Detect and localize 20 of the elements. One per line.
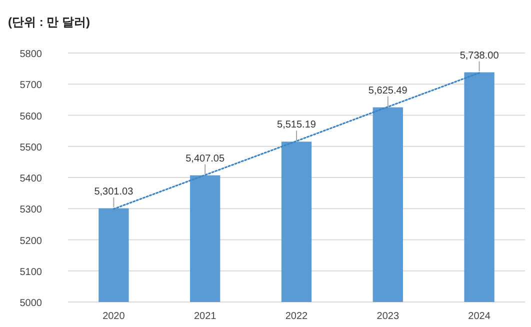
- y-tick-label: 5600: [20, 111, 42, 122]
- y-tick-label: 5500: [20, 142, 42, 154]
- y-tick-label: 5800: [20, 49, 42, 60]
- x-tick-label: 2022: [285, 311, 308, 322]
- y-tick-label: 5700: [20, 80, 42, 92]
- x-tick-label: 2023: [376, 311, 400, 322]
- x-tick-label: 2024: [468, 311, 491, 322]
- chart-title: (단위 : 만 달러): [8, 15, 90, 29]
- data-label: 5,738.00: [460, 50, 500, 62]
- x-tick-label: 2020: [102, 311, 126, 322]
- data-label: 5,407.05: [186, 153, 225, 164]
- y-tick-label: 5200: [20, 236, 42, 247]
- data-label: 5,625.49: [368, 85, 408, 96]
- y-tick-label: 5400: [20, 174, 42, 184]
- x-tick-label: 2021: [194, 311, 217, 322]
- data-label: 5,515.19: [277, 120, 316, 131]
- data-label: 5,301.03: [94, 186, 134, 198]
- y-tick-label: 5300: [20, 204, 42, 216]
- y-tick-label: 5000: [20, 298, 42, 309]
- y-tick-label: 5100: [20, 266, 42, 278]
